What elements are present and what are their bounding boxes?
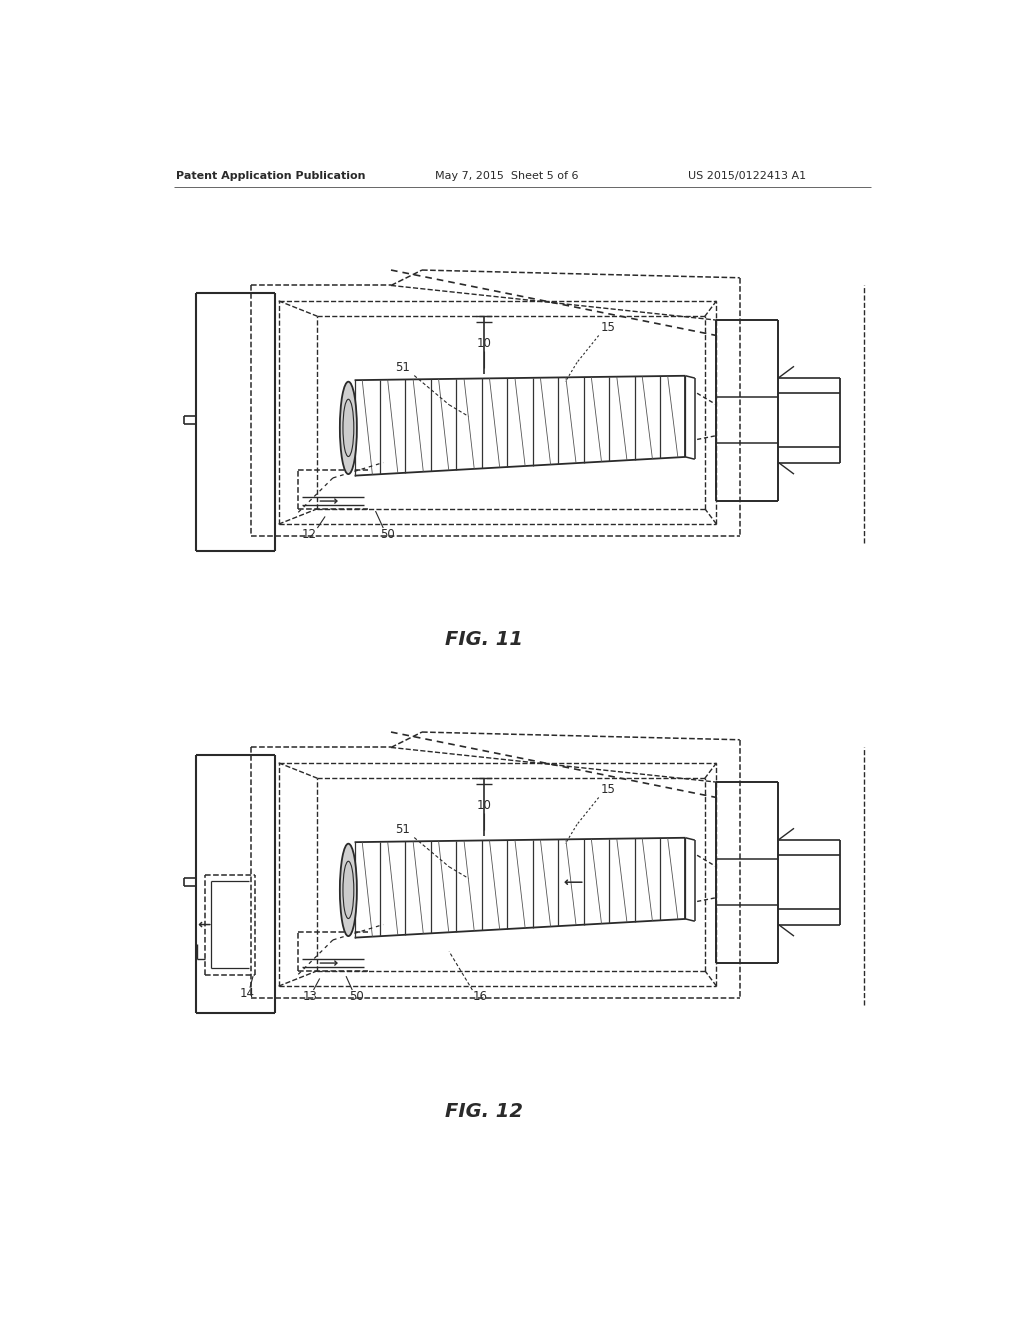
Text: 14: 14: [239, 987, 255, 1001]
Text: 16: 16: [472, 990, 487, 1003]
Text: 10: 10: [476, 337, 491, 350]
Ellipse shape: [342, 861, 354, 919]
Text: FIG. 11: FIG. 11: [444, 630, 523, 649]
Text: 12: 12: [302, 528, 317, 541]
Text: US 2015/0122413 A1: US 2015/0122413 A1: [688, 172, 806, 181]
Text: 13: 13: [302, 990, 317, 1003]
Ellipse shape: [339, 381, 357, 474]
Text: 51: 51: [394, 362, 410, 375]
Text: Patent Application Publication: Patent Application Publication: [176, 172, 365, 181]
Text: 50: 50: [348, 990, 363, 1003]
Ellipse shape: [342, 399, 354, 457]
Text: 50: 50: [379, 528, 394, 541]
Text: 15: 15: [600, 783, 614, 796]
Text: 10: 10: [476, 799, 491, 812]
Text: 15: 15: [600, 321, 614, 334]
Text: 51: 51: [394, 824, 410, 837]
Text: May 7, 2015  Sheet 5 of 6: May 7, 2015 Sheet 5 of 6: [435, 172, 579, 181]
Ellipse shape: [339, 843, 357, 936]
Text: FIG. 12: FIG. 12: [444, 1102, 523, 1121]
